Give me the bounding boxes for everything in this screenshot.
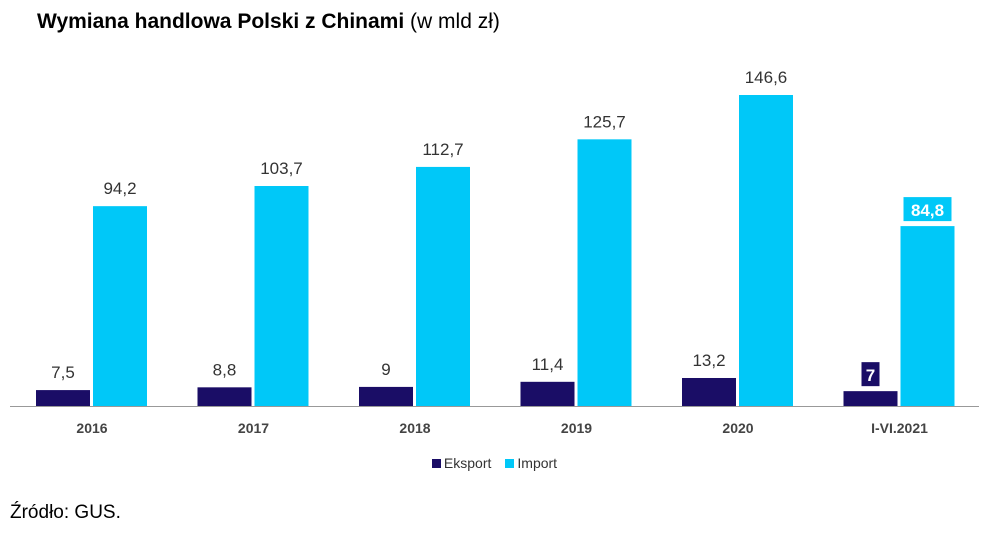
x-tick-label-i-vi-2021: I-VI.2021 [871, 420, 928, 436]
data-label-import-i-vi-2021: 84,8 [911, 201, 944, 220]
bar-import-2019 [577, 139, 632, 406]
bar-import-2017 [254, 186, 309, 406]
data-label-eksport-2019: 11,4 [532, 355, 564, 374]
data-label-eksport-2016: 7,5 [51, 363, 75, 382]
data-label-import-2017: 103,7 [260, 159, 303, 178]
chart-legend: Eksport Import [0, 455, 989, 471]
bar-chart: 7,5 94,2 2016 8,8 103,7 2017 9 112,7 2018 11,4 125… [10, 68, 979, 436]
chart-title-unit: (w mld zł) [410, 10, 500, 33]
bar-eksport-i-vi-2021 [843, 391, 898, 406]
bar-eksport-2019 [520, 381, 575, 406]
bar-eksport-2018 [359, 386, 413, 406]
chart-title: Wymiana handlowa Polski z Chinami (w mld… [37, 10, 500, 34]
x-tick-label-2016: 2016 [76, 420, 107, 436]
bar-eksport-2016 [36, 390, 90, 406]
bar-import-i-vi-2021 [900, 226, 955, 406]
bar-import-2018 [416, 166, 470, 406]
data-label-import-2019: 125,7 [583, 112, 626, 131]
bar-eksport-2017 [197, 387, 252, 406]
data-label-box-import-i-vi-2021 [903, 197, 952, 222]
data-label-eksport-2018: 9 [381, 360, 390, 379]
bar-import-2020 [739, 95, 793, 406]
x-tick-label-2018: 2018 [399, 420, 430, 436]
data-label-box-eksport-i-vi-2021 [861, 362, 880, 387]
legend-label-import: Import [517, 455, 558, 471]
legend-item-eksport: Eksport [431, 455, 492, 471]
legend-label-eksport: Eksport [443, 455, 492, 471]
legend-swatch-eksport [431, 458, 441, 468]
source-note: Źródło: GUS. [10, 502, 121, 523]
data-label-eksport-i-vi-2021: 7 [866, 366, 875, 385]
x-tick-label-2020: 2020 [722, 420, 753, 436]
bar-import-2016 [93, 206, 147, 406]
x-tick-label-2019: 2019 [561, 420, 592, 436]
data-label-eksport-2017: 8,8 [213, 360, 237, 379]
data-label-import-2018: 112,7 [422, 140, 463, 159]
chart-title-main: Wymiana handlowa Polski z Chinami [37, 10, 405, 33]
legend-item-import: Import [505, 455, 557, 471]
bar-eksport-2020 [682, 377, 736, 406]
data-label-import-2020: 146,6 [745, 68, 788, 87]
data-label-eksport-2020: 13,2 [692, 351, 725, 370]
x-tick-label-2017: 2017 [238, 420, 269, 436]
data-label-import-2016: 94,2 [103, 179, 136, 198]
legend-swatch-import [505, 458, 515, 468]
